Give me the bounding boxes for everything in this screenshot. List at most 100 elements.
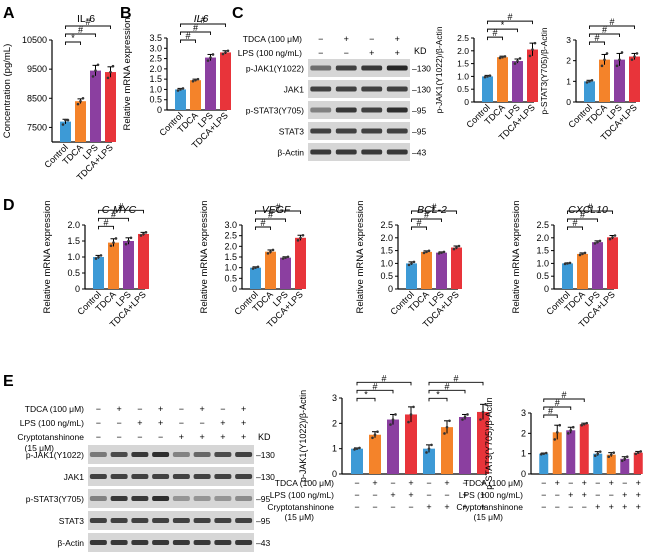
- bar: [75, 101, 86, 142]
- blot-sign: +: [199, 432, 204, 442]
- significance-mark: #: [548, 406, 553, 416]
- blot-sign: +: [199, 404, 204, 414]
- blot-band: [172, 496, 190, 501]
- data-point: [437, 252, 441, 255]
- bar: [584, 81, 595, 102]
- blot-row-label: p-JAK1(Y1022): [26, 450, 84, 460]
- blot-band: [152, 540, 170, 545]
- data-point: [64, 118, 67, 122]
- chart-d-6: 0 0.5 1.0 1.5 2.0 2.5 Relative mRNA expression…: [355, 201, 462, 329]
- treatment-sign: +: [408, 490, 413, 500]
- data-point: [358, 446, 361, 450]
- treatment-sign: −: [372, 490, 377, 500]
- blot-band: [193, 518, 211, 523]
- significance-bracket: [428, 397, 448, 402]
- y-tick-label: 0: [521, 469, 526, 479]
- data-point: [109, 244, 113, 248]
- blot-band: [310, 128, 332, 134]
- data-point: [618, 58, 621, 61]
- y-tick-label: 3: [521, 408, 526, 418]
- blot-sign: −: [96, 418, 101, 428]
- data-point: [226, 49, 230, 53]
- blot-band: [386, 107, 408, 113]
- y-tick-label: 0.5: [67, 268, 80, 278]
- blot-strip: [88, 445, 254, 464]
- bar: [108, 242, 119, 289]
- data-point: [613, 234, 617, 237]
- blot-band: [386, 65, 408, 71]
- blot-sign: +: [395, 48, 400, 58]
- treatment-sign: +: [480, 478, 485, 488]
- panel-letter-c: C: [232, 5, 244, 22]
- data-point: [620, 459, 624, 463]
- blot-band: [193, 540, 211, 545]
- blot-band: [89, 496, 107, 501]
- significance-bracket: [356, 381, 412, 386]
- blot-band: [335, 149, 357, 155]
- y-tick-label: 0.5: [149, 95, 162, 105]
- bar: [599, 59, 610, 102]
- blot-sign: +: [158, 418, 163, 428]
- treatment-sign: +: [462, 502, 467, 512]
- bar: [123, 241, 134, 289]
- data-point: [409, 413, 413, 416]
- significance-mark: *: [71, 33, 75, 43]
- data-point: [457, 244, 461, 248]
- significance-mark: #: [424, 210, 429, 220]
- significance-mark: #: [103, 217, 108, 227]
- data-point: [61, 123, 65, 126]
- data-point: [633, 55, 636, 58]
- data-point: [596, 240, 599, 244]
- data-point: [373, 433, 377, 437]
- significance-bracket: [98, 217, 129, 222]
- bar: [633, 452, 643, 474]
- data-point: [582, 422, 586, 426]
- blot-row-label: p-JAK1(Y1022): [246, 64, 304, 74]
- y-tick-label: 1.0: [224, 263, 237, 273]
- significance-mark: #: [193, 23, 198, 33]
- blot-kd-label: –43: [412, 148, 426, 158]
- treatment-sign: −: [426, 478, 431, 488]
- treatment-label-sub: (15 μM): [285, 512, 315, 522]
- y-tick-label: 1.5: [457, 59, 469, 69]
- blot-band: [214, 540, 232, 545]
- y-tick-label: 1: [521, 449, 526, 459]
- bar: [105, 72, 116, 142]
- blot-band: [214, 518, 232, 523]
- data-point: [568, 261, 572, 265]
- blot-row-label: p-STAT3(Y705): [26, 494, 84, 504]
- blot-sign: +: [137, 418, 142, 428]
- data-point: [623, 457, 627, 461]
- blot-band: [361, 65, 383, 71]
- treatment-sign: −: [541, 490, 546, 500]
- blot-band: [361, 107, 383, 113]
- y-tick-label: 3: [332, 393, 337, 403]
- blot-band: [193, 474, 211, 479]
- bar: [190, 80, 201, 110]
- y-axis-label: p-STAT3(Y705)/β-Actin: [539, 27, 549, 115]
- bar: [562, 263, 573, 289]
- data-point: [412, 405, 415, 409]
- treatment-sign: −: [541, 478, 546, 488]
- chart-title: CXCL10: [568, 204, 608, 216]
- data-point: [612, 451, 616, 454]
- blot-sign: −: [369, 34, 374, 44]
- blot-sign: +: [395, 34, 400, 44]
- data-point: [407, 420, 410, 424]
- treatment-sign: −: [609, 490, 614, 500]
- data-point: [590, 79, 594, 82]
- blot-kd-label: –95: [412, 106, 426, 116]
- data-point: [97, 255, 100, 259]
- data-point: [484, 403, 487, 406]
- significance-bracket: [356, 389, 394, 394]
- significance-bracket: [487, 36, 503, 41]
- treatment-label: LPS (100 ng/mL): [270, 490, 334, 500]
- blot-kd-header: KD: [414, 46, 427, 56]
- y-tick-label: 0: [464, 97, 469, 107]
- significance-mark: #: [111, 209, 116, 219]
- blot-band: [235, 452, 253, 457]
- data-point: [636, 451, 640, 454]
- blot-band: [335, 128, 357, 134]
- blot-strip: [88, 467, 254, 486]
